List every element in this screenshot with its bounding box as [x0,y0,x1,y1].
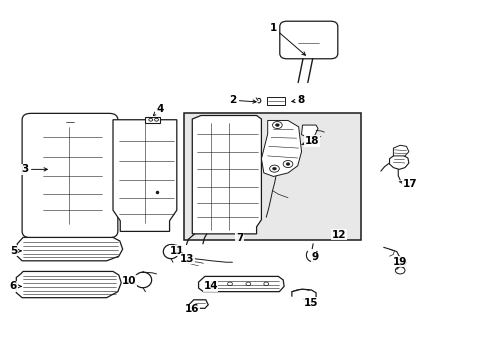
Polygon shape [301,125,317,138]
Polygon shape [389,154,408,169]
Polygon shape [16,271,121,298]
Polygon shape [261,121,301,176]
Polygon shape [188,300,208,308]
Polygon shape [192,116,261,234]
FancyBboxPatch shape [145,117,160,123]
Text: 10: 10 [122,276,137,286]
FancyBboxPatch shape [266,98,284,105]
Text: 16: 16 [184,304,199,314]
Circle shape [275,123,279,126]
Text: 6: 6 [10,281,21,291]
Text: 1: 1 [269,23,305,55]
Text: 14: 14 [203,281,218,291]
Text: 12: 12 [331,230,346,240]
FancyBboxPatch shape [22,113,118,238]
Text: 7: 7 [236,233,243,243]
FancyBboxPatch shape [279,21,337,59]
Text: 3: 3 [21,165,47,174]
Polygon shape [198,276,284,292]
Text: 9: 9 [310,252,318,262]
Text: 4: 4 [153,104,164,116]
Text: 5: 5 [10,246,21,256]
Text: 2: 2 [228,95,256,105]
Polygon shape [113,120,177,231]
Text: 17: 17 [398,179,416,189]
Text: 8: 8 [291,95,304,105]
Text: 13: 13 [180,254,194,264]
Polygon shape [393,145,408,156]
Circle shape [285,163,289,166]
Text: 19: 19 [392,257,407,266]
Polygon shape [17,238,122,261]
Circle shape [272,167,276,170]
Bar [183,113,360,240]
Text: 11: 11 [169,246,183,256]
Text: 18: 18 [301,136,319,146]
Text: 15: 15 [303,298,318,308]
